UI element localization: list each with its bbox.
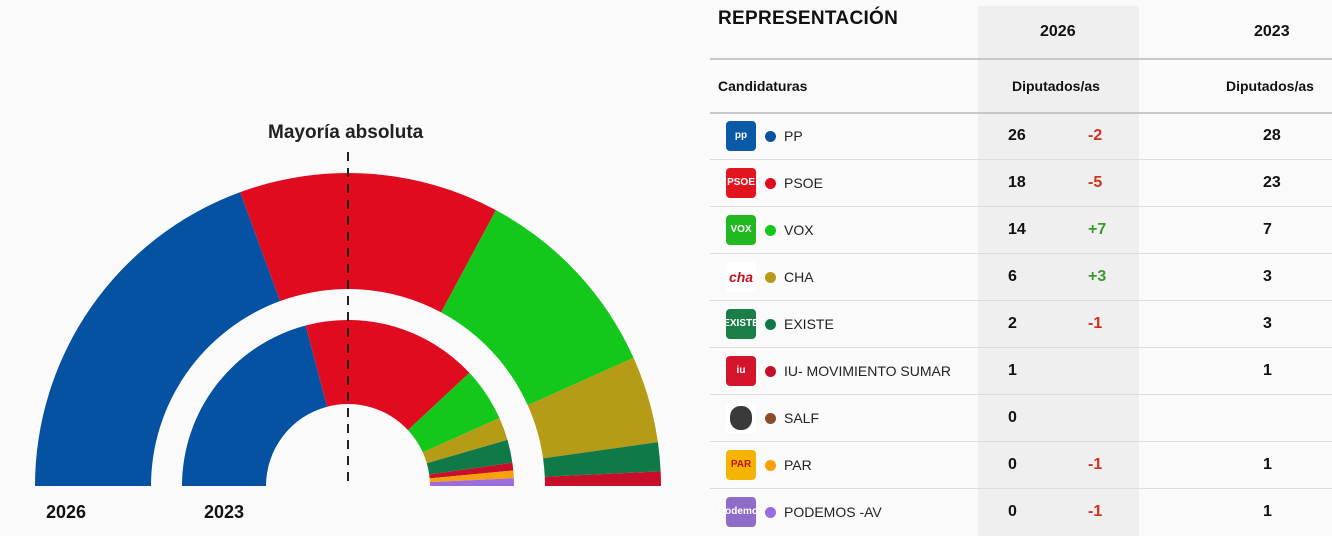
seats-2026: 26	[1008, 127, 1026, 144]
party-name: CHA	[784, 269, 814, 285]
table-row: VOX VOX 14 +7 7	[710, 207, 1332, 254]
seat-difference: -5	[1088, 174, 1103, 191]
seat-difference: +7	[1088, 221, 1107, 238]
ring-label-2026: 2026	[46, 502, 87, 522]
party-color-dot	[765, 366, 776, 377]
party-logo-icon: Podemos	[719, 497, 764, 527]
party-logo-icon: VOX	[726, 215, 756, 245]
party-logo-icon	[726, 403, 756, 433]
seats-2026: 0	[1008, 503, 1017, 520]
row-divider	[710, 300, 1332, 301]
party-color-dot	[765, 413, 776, 424]
seats-2023: 7	[1263, 221, 1272, 238]
row-divider	[710, 159, 1332, 160]
table-row: SALF 0	[710, 395, 1332, 442]
seat-segment-2023-cha	[422, 418, 508, 464]
header-divider	[710, 58, 1332, 60]
seat-difference: -1	[1088, 456, 1103, 473]
row-divider	[710, 441, 1332, 442]
results-table: REPRESENTACIÓN 2026 2023 Candidaturas Di…	[710, 0, 1332, 536]
table-row: EXISTE EXISTE 2 -1 3	[710, 301, 1332, 348]
seats-2026: 1	[1008, 362, 1017, 379]
seat-segment-2026-psoe	[240, 172, 496, 313]
salf-logo-shape	[730, 406, 752, 430]
seat-segment-2026-iu-movimiento-sumar	[544, 471, 661, 486]
seat-segment-2023-vox	[407, 372, 500, 453]
party-logo-icon: pp	[726, 121, 756, 151]
seat-difference: -2	[1088, 127, 1103, 144]
row-divider	[710, 206, 1332, 207]
seat-segment-2026-vox	[441, 210, 634, 406]
col-candidaturas: Candidaturas	[718, 78, 808, 94]
seats-2026: 0	[1008, 409, 1017, 426]
party-name: PODEMOS -AV	[784, 504, 882, 520]
seat-segment-2023-podemos-av	[429, 478, 514, 486]
ring-label-2023: 2023	[204, 502, 245, 522]
party-color-dot	[765, 225, 776, 236]
seats-2023: 1	[1263, 503, 1272, 520]
seats-2026: 6	[1008, 268, 1017, 285]
seat-segment-2026-cha	[527, 357, 658, 459]
party-name: VOX	[784, 222, 814, 238]
seats-2023: 28	[1263, 127, 1281, 144]
seat-segment-2023-pp	[182, 325, 328, 486]
party-logo-icon: EXISTE	[723, 309, 759, 339]
party-logo-icon: cha	[726, 262, 756, 292]
party-name: SALF	[784, 410, 820, 426]
party-color-dot	[765, 178, 776, 189]
seats-2026: 2	[1008, 315, 1017, 332]
seats-2026: 14	[1008, 221, 1026, 238]
subheader-divider	[710, 112, 1332, 114]
party-color-dot	[765, 319, 776, 330]
party-logo-icon: PAR	[726, 450, 756, 480]
seats-2023: 1	[1263, 362, 1272, 379]
table-row: cha CHA 6 +3 3	[710, 254, 1332, 301]
majority-label: Mayoría absoluta	[268, 122, 424, 143]
seat-segment-2023-par	[429, 470, 514, 483]
party-color-dot	[765, 131, 776, 142]
row-divider	[710, 347, 1332, 348]
seats-2023: 3	[1263, 315, 1272, 332]
seat-segment-2023-psoe	[305, 319, 470, 431]
party-name: PAR	[784, 457, 812, 473]
party-name: PP	[784, 128, 803, 144]
seat-difference: -1	[1088, 315, 1103, 332]
seats-2023: 23	[1263, 174, 1281, 191]
table-row: Podemos PODEMOS -AV 0 -1 1	[710, 489, 1332, 536]
seats-2026: 0	[1008, 456, 1017, 473]
party-name: EXISTE	[784, 316, 834, 332]
seats-2023: 1	[1263, 456, 1272, 473]
hemicycle-chart	[35, 152, 661, 487]
row-divider	[710, 394, 1332, 395]
seat-segment-2023-iu-movimiento-sumar	[429, 462, 514, 479]
year-2026-header: 2026	[1040, 23, 1076, 40]
table-row: iu IU- MOVIMIENTO SUMAR 1 1	[710, 348, 1332, 395]
party-color-dot	[765, 460, 776, 471]
seat-difference: -1	[1088, 503, 1103, 520]
table-row: PAR PAR 0 -1 1	[710, 442, 1332, 489]
row-divider	[710, 253, 1332, 254]
seat-segment-2023-existe	[426, 439, 513, 475]
table-row: PSOE PSOE 18 -5 23	[710, 160, 1332, 207]
party-color-dot	[765, 507, 776, 518]
seat-segment-2026-existe	[543, 442, 661, 477]
seat-segment-2026-pp	[35, 192, 281, 487]
col-2026-highlight	[978, 6, 1139, 536]
col-diputados-2023: Diputados/as	[1226, 78, 1314, 94]
col-diputados-2026: Diputados/as	[1012, 78, 1100, 94]
seats-2026: 18	[1008, 174, 1026, 191]
party-logo-icon: PSOE	[726, 168, 756, 198]
party-logo-icon: iu	[726, 356, 756, 386]
table-row: pp PP 26 -2 28	[710, 113, 1332, 160]
table-title: REPRESENTACIÓN	[718, 8, 899, 29]
party-name: PSOE	[784, 175, 823, 191]
seat-difference: +3	[1088, 268, 1107, 285]
year-2023-header: 2023	[1254, 23, 1290, 40]
party-name: IU- MOVIMIENTO SUMAR	[784, 363, 951, 379]
seats-2023: 3	[1263, 268, 1272, 285]
party-color-dot	[765, 272, 776, 283]
row-divider	[710, 488, 1332, 489]
